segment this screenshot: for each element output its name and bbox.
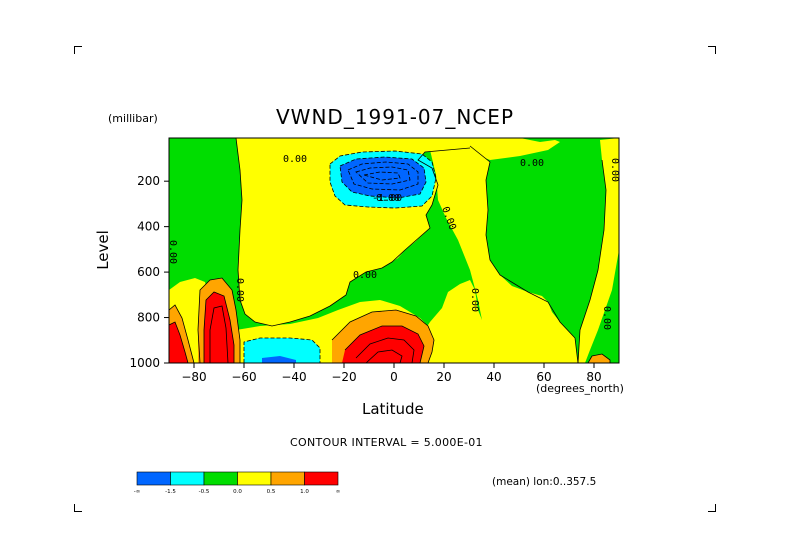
contour-line-negative-outer: [329, 150, 437, 209]
contour-line-zero-c: [577, 159, 607, 363]
colorbar-tick-label: 0.5: [267, 489, 276, 495]
region-yellow-subtropics: [418, 146, 578, 363]
colorbar-tick-label: ∞: [336, 489, 341, 495]
x-tick-label: 0: [390, 370, 398, 384]
region-blue-surface-spot: [262, 356, 296, 363]
contour-label: 0.00: [353, 270, 377, 281]
colorbar-tick-label: 0.0: [233, 489, 242, 495]
contour-interval-note: CONTOUR INTERVAL = 5.000E-01: [290, 436, 483, 449]
y-axis-unit: (millibar): [108, 112, 158, 125]
colorbar-tick-label: -0.5: [199, 489, 210, 495]
x-tick-label: −20: [331, 370, 356, 384]
contour-line-negative-surface: [243, 337, 321, 363]
colorbar-swatch: [237, 471, 272, 486]
x-tick-label: 80: [586, 370, 601, 384]
contour-label: 0.00: [283, 154, 307, 165]
contour-line-positive-antarctic-2: [203, 291, 235, 363]
colorbar-swatch: [270, 471, 305, 486]
colorbar: -∞ -1.5 -0.5 0.0 0.5 1.0 ∞: [134, 471, 341, 495]
contour-line-positive-tropics-1: [331, 309, 435, 363]
region-red-antarctic: [204, 292, 234, 363]
contour-line-positive-southern-1: [169, 304, 195, 363]
y-tick-label: 400: [137, 220, 160, 234]
y-axis: 200 400 600 800 1000: [129, 174, 169, 370]
contour-line-positive-arctic: [587, 353, 611, 363]
contour-line-negative-4: [363, 171, 401, 181]
contour-line-positive-tropics-3: [355, 337, 415, 363]
contour-line-positive-antarctic-3: [209, 305, 229, 363]
region-cyan-surface: [244, 338, 320, 363]
x-axis: −80 −60 −40 −20 0 20 40 60 80: [181, 363, 602, 384]
contour-label: 0.00: [601, 306, 612, 330]
colorbar-tick-label: 1.0: [300, 489, 309, 495]
y-tick-label: 600: [137, 265, 160, 279]
contour-line-negative-2: [347, 161, 419, 191]
contour-label: 0.00: [609, 158, 620, 182]
colorbar-tick-label: -∞: [134, 489, 141, 495]
colorbar-swatch: [304, 471, 339, 486]
x-tick-label: −80: [181, 370, 206, 384]
colorbar-swatch: [170, 471, 205, 486]
contour-label-negative: -1.00: [372, 193, 402, 204]
contour-label: 0.00: [469, 288, 480, 312]
x-tick-label: 40: [486, 370, 501, 384]
colorbar-swatch: [203, 471, 238, 486]
contour-label: 0.00: [234, 278, 245, 302]
contour-line-positive-antarctic-1: [197, 277, 241, 363]
region-red-southern: [169, 322, 188, 363]
averaging-note: (mean) lon:0..357.5: [492, 476, 597, 488]
contour-field: [169, 138, 619, 363]
contour-line-negative-3: [355, 166, 411, 185]
contour-label: 0.00: [520, 158, 544, 169]
contour-lines: [169, 138, 611, 363]
colorbar-swatch: [136, 471, 171, 486]
region-red-tropics: [342, 326, 424, 363]
contour-line-negative-1: [339, 156, 427, 199]
x-tick-label: 60: [536, 370, 551, 384]
y-tick-label: 800: [137, 311, 160, 325]
corner-mark-bottom-right: [708, 504, 716, 512]
chart-title: VWND_1991-07_NCEP: [276, 105, 515, 129]
corner-mark-top-left: [74, 46, 82, 54]
contour-label-group: 0.00 0.000.000.000.000.000.00 0.000.000.00…: [167, 154, 620, 330]
contour-line-zero-b: [469, 145, 579, 363]
contour-line-positive-southern-2: [169, 321, 189, 363]
contour-label: 0.00: [167, 240, 178, 264]
contour-label: 0.00: [376, 193, 400, 204]
corner-mark-top-right: [708, 46, 716, 54]
region-yellow-arctic: [578, 138, 619, 363]
y-tick-label: 1000: [129, 356, 160, 370]
corner-mark-bottom-left: [74, 504, 82, 512]
x-tick-label: −60: [231, 370, 256, 384]
contour-line-positive-tropics-2: [344, 325, 425, 363]
x-axis-label: Latitude: [362, 400, 424, 418]
colorbar-tick-label: -1.5: [165, 489, 176, 495]
y-tick-label: 200: [137, 174, 160, 188]
x-axis-unit: (degrees_north): [536, 382, 624, 395]
region-blue-jet-core: [340, 157, 426, 198]
contour-line-zero-a: [235, 138, 471, 327]
x-tick-label: −40: [281, 370, 306, 384]
x-tick-label: 20: [436, 370, 451, 384]
contour-line-positive-tropics-4: [365, 349, 403, 363]
